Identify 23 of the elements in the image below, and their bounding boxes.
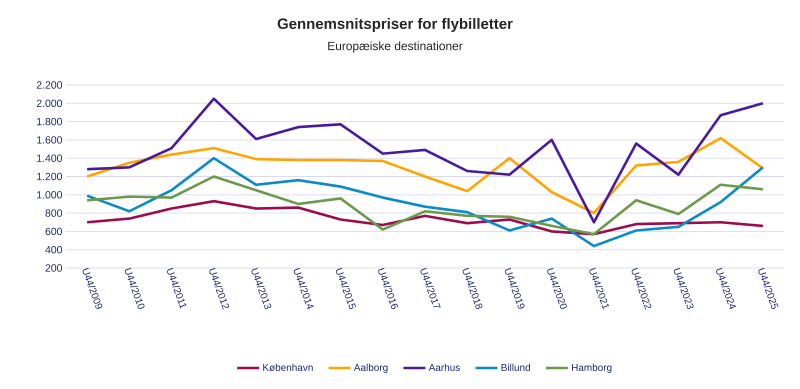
legend-label: København (263, 364, 313, 372)
line-series (86, 156, 764, 248)
chart-subtitle: Europæiske destinationer (328, 41, 463, 53)
legend-label: Aalborg (354, 364, 388, 373)
y-tick-label: 2.200 (36, 81, 62, 89)
y-tick-label: 800 (45, 209, 62, 217)
legend-label: Hamborg (572, 364, 612, 373)
y-tick-label: 200 (46, 264, 62, 272)
y-tick-label: 600 (46, 228, 62, 236)
y-tick-label: 1.800 (37, 118, 62, 126)
y-tick-label: 1.000 (37, 191, 62, 199)
y-tick-label: 1.600 (37, 136, 62, 144)
legend-label: Aarhus (428, 364, 460, 371)
y-tick-label: 400 (45, 246, 62, 254)
y-tick-label: 2.000 (36, 100, 62, 108)
chart-title: Gennemsnitspriser for flybilletter (278, 18, 513, 32)
line-series (86, 136, 764, 214)
line-series (86, 200, 764, 236)
legend-label: Billund (502, 364, 530, 371)
line-series (86, 97, 764, 224)
y-tick-label: 1.200 (37, 172, 62, 180)
line-series (86, 175, 764, 236)
y-tick-label: 1.400 (37, 154, 62, 162)
